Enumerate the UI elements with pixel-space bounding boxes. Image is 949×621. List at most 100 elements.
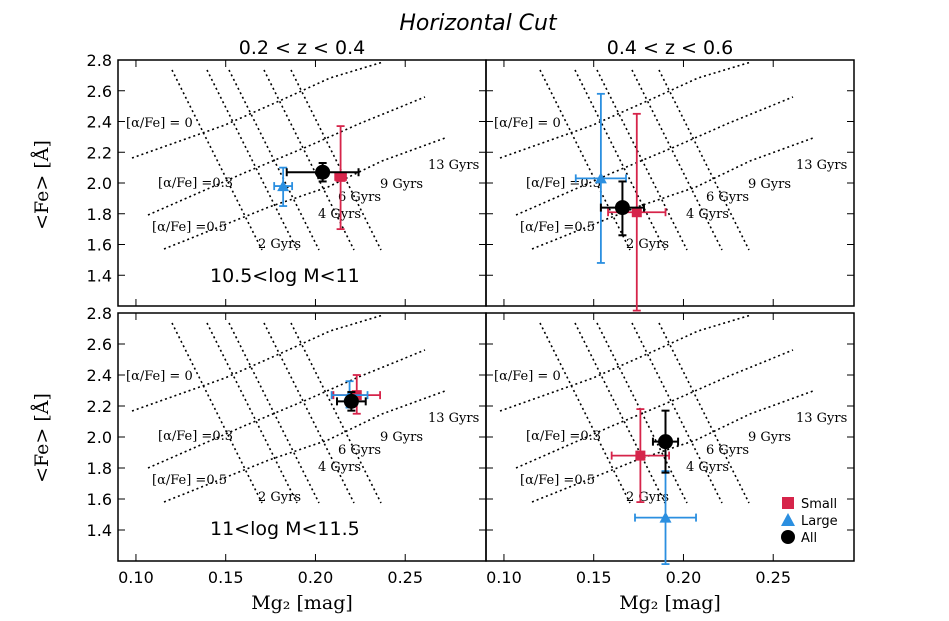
age-line: [539, 322, 631, 504]
alpha-line: [131, 314, 384, 412]
legend: Small Large All: [781, 497, 838, 546]
point-large: [273, 166, 294, 207]
alpha-line: [147, 349, 426, 469]
age-label: 2 Gyrs: [258, 490, 301, 505]
alpha-fe-label: [α/Fe] =0.5: [152, 220, 227, 235]
legend-label: Large: [801, 514, 838, 529]
model-grid: [499, 61, 814, 251]
age-label: 2 Gyrs: [258, 237, 301, 252]
marker-small: [335, 171, 346, 182]
marker-all: [614, 200, 630, 216]
legend-swatch: [781, 530, 795, 544]
alpha-line: [531, 390, 814, 503]
panel-1: [α/Fe] = 0 [α/Fe] =0.3 [α/Fe] =0.5 2 Gyrs 4 …: [87, 51, 487, 307]
x-tick-label: 0.20: [666, 568, 702, 587]
grid-labels: [α/Fe] = 0 [α/Fe] =0.3 [α/Fe] =0.5 2 Gyrs 4 …: [126, 369, 479, 505]
panel-3: [α/Fe] = 0 [α/Fe] =0.3 [α/Fe] =0.5 2 Gyrs 4 …: [87, 304, 487, 587]
x-tick-label: 0.10: [486, 568, 522, 587]
y-tick-label: 2.2: [87, 397, 112, 416]
grid-labels: [α/Fe] = 0 [α/Fe] =0.3 [α/Fe] =0.5 2 Gyrs 4 …: [126, 116, 479, 252]
alpha-line: [515, 349, 794, 469]
age-line: [539, 69, 631, 251]
age-line: [206, 69, 298, 251]
point-all: [285, 162, 360, 183]
alpha-line: [147, 96, 426, 216]
point-all: [336, 391, 367, 412]
age-label: 6 Gyrs: [338, 190, 381, 205]
alpha-fe-label: [α/Fe] = 0: [126, 116, 193, 131]
alpha-line: [131, 61, 384, 159]
marker-small: [635, 450, 646, 461]
panel-4: [α/Fe] = 0 [α/Fe] =0.3 [α/Fe] =0.5 2 Gyrs 4 …: [485, 312, 855, 587]
legend-entry-small: Small: [782, 497, 837, 512]
point-all: [651, 409, 680, 474]
alpha-fe-label: [α/Fe] = 0: [494, 116, 561, 131]
alpha-fe-label: [α/Fe] =0.3: [158, 429, 233, 444]
model-grid: [131, 61, 446, 251]
alpha-fe-label: [α/Fe] =0.5: [152, 473, 227, 488]
x-tick-label: 0.10: [118, 568, 154, 587]
y-tick-label: 2.2: [87, 143, 112, 162]
x-tick-label: 0.15: [576, 568, 612, 587]
age-label: 4 Gyrs: [318, 207, 361, 222]
y-tick-label: 2.8: [87, 51, 112, 70]
age-label: 9 Gyrs: [748, 177, 791, 192]
x-tick-label: 0.25: [387, 568, 423, 587]
alpha-line: [531, 137, 814, 250]
legend-entry-all: All: [781, 530, 817, 546]
y-tick-label: 2.8: [87, 304, 112, 323]
y-tick-label: 2.0: [87, 174, 112, 193]
age-label: 6 Gyrs: [706, 443, 749, 458]
ylabel-bottom: <Fe> [Å]: [31, 393, 53, 483]
column-title-right: 0.4 < z < 0.6: [607, 37, 733, 59]
y-tick-label: 2.0: [87, 428, 112, 447]
figure-title: Horizontal Cut: [399, 11, 558, 36]
marker-large: [594, 172, 607, 184]
age-line: [206, 322, 298, 504]
panel-2: [α/Fe] = 0 [α/Fe] =0.3 [α/Fe] =0.5 2 Gyrs 4 …: [485, 59, 855, 312]
alpha-line: [499, 61, 752, 159]
marker-all: [343, 393, 359, 409]
grid-labels: [α/Fe] = 0 [α/Fe] =0.3 [α/Fe] =0.5 2 Gyrs 4 …: [494, 369, 847, 505]
x-tick-label: 0.15: [208, 568, 244, 587]
legend-swatch: [782, 497, 794, 509]
age-line: [171, 322, 263, 504]
y-tick-label: 1.8: [87, 205, 112, 224]
grid-labels: [α/Fe] = 0 [α/Fe] =0.3 [α/Fe] =0.5 2 Gyrs 4 …: [494, 116, 847, 252]
point-small: [610, 408, 671, 504]
y-tick-label: 2.4: [87, 366, 112, 385]
age-line: [171, 69, 263, 251]
column-title-left: 0.2 < z < 0.4: [239, 37, 365, 59]
age-line: [228, 322, 320, 504]
alpha-fe-label: [α/Fe] =0.5: [520, 220, 595, 235]
age-label: 6 Gyrs: [706, 190, 749, 205]
point-large: [634, 470, 697, 565]
age-label: 9 Gyrs: [380, 430, 423, 445]
y-tick-label: 1.6: [87, 236, 112, 255]
y-tick-label: 2.6: [87, 335, 112, 354]
age-label: 13 Gyrs: [428, 158, 479, 173]
age-line: [631, 69, 723, 251]
marker-small: [631, 207, 642, 218]
legend-swatch: [781, 513, 795, 526]
age-label: 13 Gyrs: [796, 158, 847, 173]
model-grid: [131, 314, 446, 504]
alpha-fe-label: [α/Fe] =0.5: [520, 473, 595, 488]
alpha-line: [515, 96, 794, 216]
age-line: [596, 322, 688, 504]
point-small: [334, 125, 347, 231]
y-tick-label: 1.4: [87, 266, 112, 285]
alpha-fe-label: [α/Fe] =0.3: [526, 429, 601, 444]
alpha-line: [499, 314, 752, 412]
y-tick-label: 2.6: [87, 82, 112, 101]
xlabel-left: Mg₂ [mag]: [251, 592, 353, 614]
age-label: 9 Gyrs: [380, 177, 423, 192]
y-tick-label: 2.4: [87, 113, 112, 132]
alpha-line: [163, 137, 446, 250]
marker-all: [658, 434, 674, 450]
mass-bin-label: 11<log M<11.5: [210, 518, 360, 540]
mass-bin-label: 10.5<log M<11: [210, 265, 360, 287]
y-tick-label: 1.6: [87, 490, 112, 509]
age-label: 4 Gyrs: [686, 207, 729, 222]
